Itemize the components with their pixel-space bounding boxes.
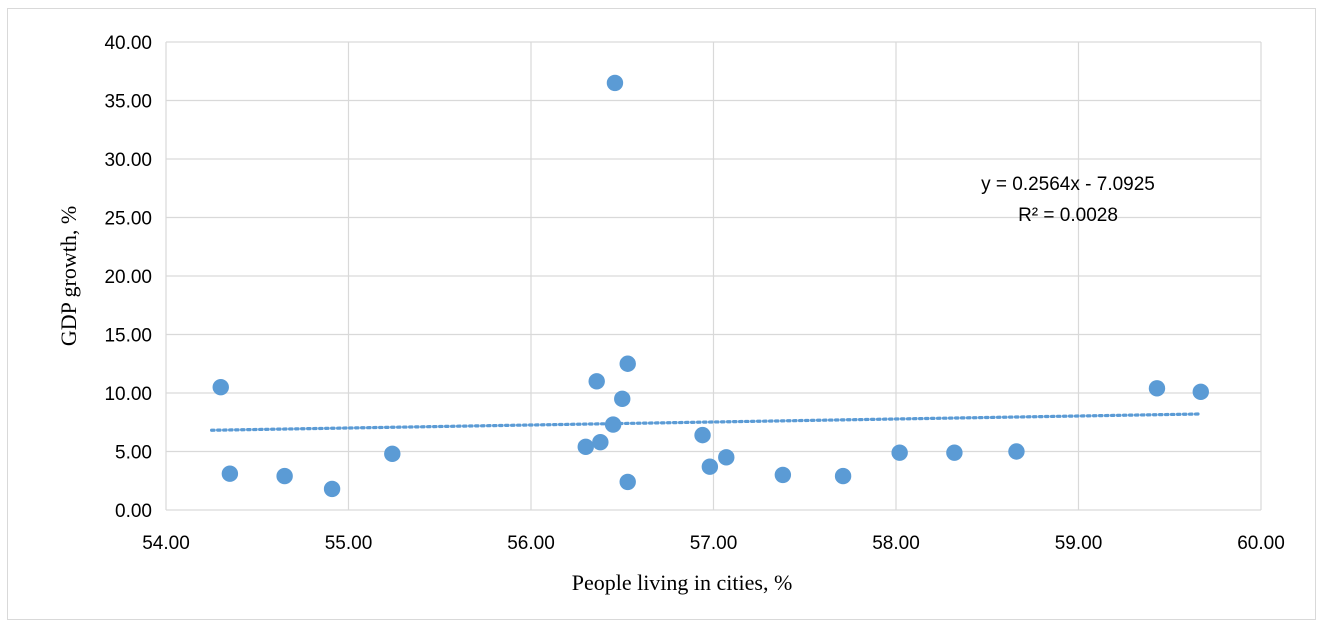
- x-tick-label: 59.00: [1055, 533, 1103, 554]
- x-tick-label: 60.00: [1237, 533, 1285, 554]
- x-axis-ticks: 54.00 55.00 56.00 57.00 58.00 59.00 60.00: [142, 533, 1285, 554]
- data-points: [213, 75, 1209, 497]
- y-tick-label: 40.00: [104, 33, 152, 54]
- data-point: [891, 444, 907, 460]
- data-point: [213, 379, 229, 395]
- y-tick-label: 30.00: [104, 150, 152, 171]
- data-point: [702, 459, 718, 475]
- y-tick-label: 5.00: [115, 443, 152, 464]
- data-point: [1149, 380, 1165, 396]
- data-point: [620, 356, 636, 372]
- data-point: [592, 434, 608, 450]
- x-tick-label: 58.00: [872, 533, 920, 554]
- y-tick-label: 15.00: [104, 326, 152, 347]
- trendline-equation: y = 0.2564x - 7.0925: [981, 174, 1155, 195]
- y-tick-label: 25.00: [104, 209, 152, 230]
- data-point: [775, 467, 791, 483]
- data-point: [589, 373, 605, 389]
- data-point: [835, 468, 851, 484]
- y-axis-ticks: 0.00 5.00 10.00 15.00 20.00 25.00 30.00 35.00 40…: [104, 33, 152, 522]
- data-point: [276, 468, 292, 484]
- trendline-r-squared: R² = 0.0028: [1018, 205, 1118, 226]
- data-point: [694, 427, 710, 443]
- data-point: [718, 449, 734, 465]
- data-point: [607, 75, 623, 91]
- data-point: [620, 474, 636, 490]
- data-point: [1193, 384, 1209, 400]
- data-point: [946, 444, 962, 460]
- x-tick-label: 54.00: [142, 533, 190, 554]
- y-tick-label: 0.00: [115, 501, 152, 522]
- y-tick-label: 35.00: [104, 92, 152, 113]
- gridlines: [166, 42, 1261, 510]
- data-point: [384, 446, 400, 462]
- y-tick-label: 10.00: [104, 384, 152, 405]
- y-tick-label: 20.00: [104, 267, 152, 288]
- data-point: [1008, 443, 1024, 459]
- data-point: [222, 466, 238, 482]
- x-tick-label: 56.00: [507, 533, 555, 554]
- data-point: [605, 416, 621, 432]
- data-point: [324, 481, 340, 497]
- data-point: [578, 439, 594, 455]
- x-tick-label: 57.00: [690, 533, 738, 554]
- x-axis-title: People living in cities, %: [572, 570, 793, 595]
- y-axis-title: GDP growth, %: [56, 206, 81, 346]
- x-tick-label: 55.00: [325, 533, 373, 554]
- data-point: [614, 391, 630, 407]
